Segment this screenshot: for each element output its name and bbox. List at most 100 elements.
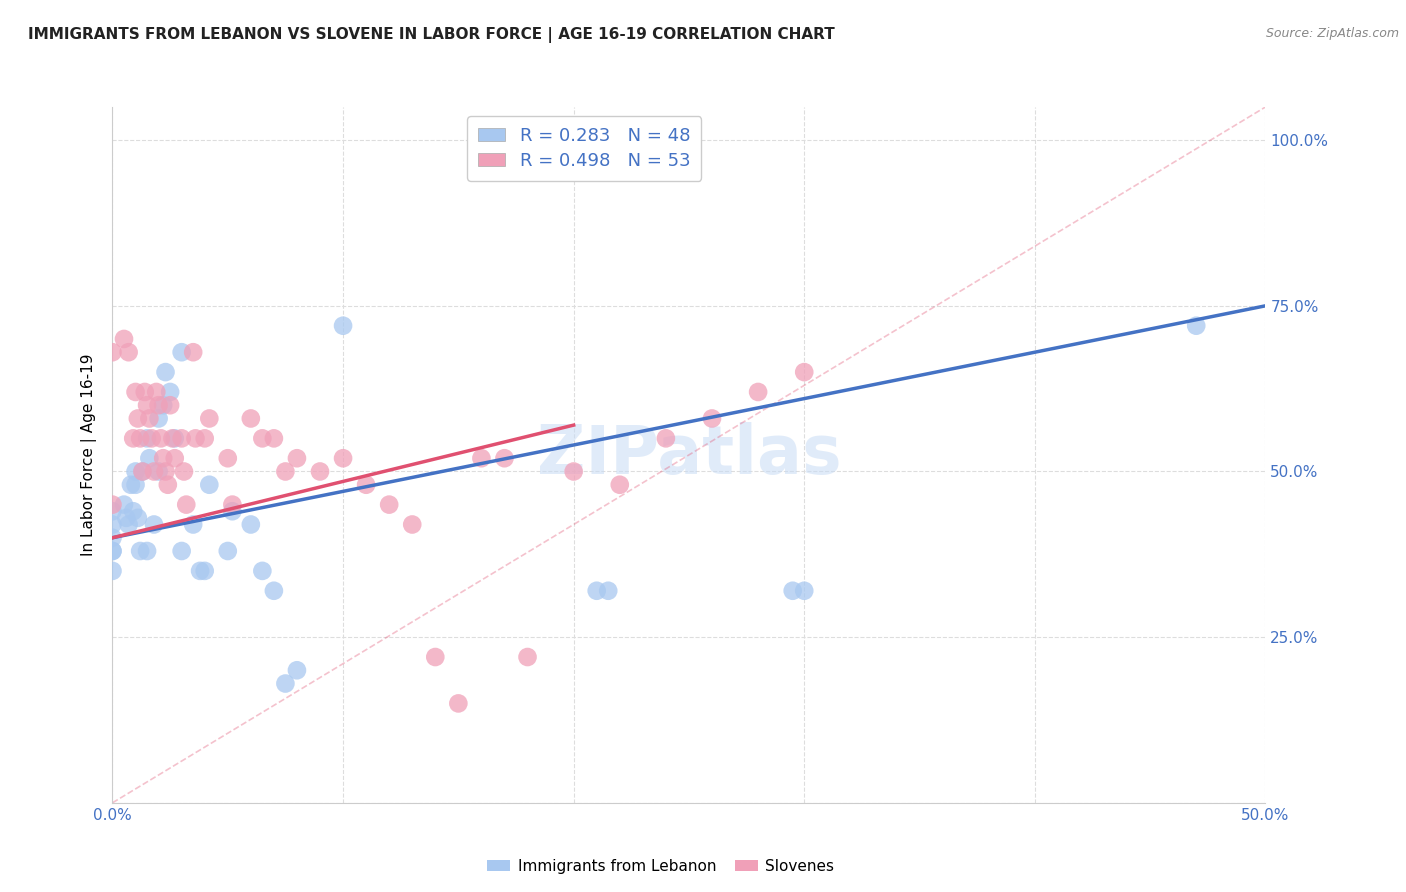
Point xyxy=(181,517,204,532)
Point xyxy=(127,511,149,525)
Point xyxy=(447,697,470,711)
Point xyxy=(129,544,152,558)
Y-axis label: In Labor Force | Age 16-19: In Labor Force | Age 16-19 xyxy=(80,353,97,557)
Point xyxy=(159,384,181,399)
Point xyxy=(181,345,204,359)
Legend: Immigrants from Lebanon, Slovenes: Immigrants from Lebanon, Slovenes xyxy=(481,853,841,880)
Point xyxy=(494,451,516,466)
Point xyxy=(198,477,221,491)
Point xyxy=(145,384,167,399)
Point xyxy=(148,398,170,412)
Point xyxy=(124,465,146,479)
Point xyxy=(198,411,221,425)
Point xyxy=(263,431,285,445)
Point xyxy=(101,345,124,359)
Point xyxy=(112,332,135,346)
Point xyxy=(217,451,239,466)
Point xyxy=(101,517,124,532)
Point xyxy=(124,384,146,399)
Point xyxy=(598,583,620,598)
Point xyxy=(221,498,243,512)
Point xyxy=(700,411,723,425)
Point xyxy=(148,411,170,425)
Point xyxy=(143,465,166,479)
Point xyxy=(170,544,193,558)
Point xyxy=(117,345,139,359)
Point xyxy=(285,663,308,677)
Point xyxy=(122,431,145,445)
Point xyxy=(163,431,186,445)
Point xyxy=(115,511,138,525)
Point xyxy=(354,477,377,491)
Point xyxy=(101,531,124,545)
Point xyxy=(782,583,804,598)
Point xyxy=(1185,318,1208,333)
Point xyxy=(127,411,149,425)
Point xyxy=(793,583,815,598)
Point xyxy=(609,477,631,491)
Point xyxy=(252,431,274,445)
Point xyxy=(793,365,815,379)
Point xyxy=(117,517,139,532)
Point xyxy=(585,583,607,598)
Point xyxy=(332,318,354,333)
Point xyxy=(184,431,207,445)
Point xyxy=(217,544,239,558)
Point xyxy=(274,465,297,479)
Text: ZIPatlas: ZIPatlas xyxy=(537,422,841,488)
Point xyxy=(194,431,217,445)
Point xyxy=(101,498,124,512)
Point xyxy=(174,498,197,512)
Point xyxy=(332,451,354,466)
Point xyxy=(148,465,170,479)
Point xyxy=(170,431,193,445)
Point xyxy=(120,477,142,491)
Point xyxy=(156,477,179,491)
Point xyxy=(159,398,181,412)
Text: Source: ZipAtlas.com: Source: ZipAtlas.com xyxy=(1265,27,1399,40)
Point xyxy=(136,544,159,558)
Point xyxy=(470,451,492,466)
Point xyxy=(162,431,184,445)
Point xyxy=(138,451,160,466)
Point xyxy=(141,431,163,445)
Legend: R = 0.283   N = 48, R = 0.498   N = 53: R = 0.283 N = 48, R = 0.498 N = 53 xyxy=(467,116,702,181)
Point xyxy=(252,564,274,578)
Point xyxy=(129,431,152,445)
Point xyxy=(309,465,332,479)
Point xyxy=(149,431,172,445)
Point xyxy=(170,345,193,359)
Point xyxy=(136,398,159,412)
Point xyxy=(155,465,177,479)
Point xyxy=(152,398,174,412)
Point xyxy=(655,431,678,445)
Point xyxy=(131,465,153,479)
Text: IMMIGRANTS FROM LEBANON VS SLOVENE IN LABOR FORCE | AGE 16-19 CORRELATION CHART: IMMIGRANTS FROM LEBANON VS SLOVENE IN LA… xyxy=(28,27,835,43)
Point xyxy=(124,477,146,491)
Point xyxy=(425,650,447,665)
Point xyxy=(263,583,285,598)
Point xyxy=(131,465,153,479)
Point xyxy=(122,504,145,518)
Point xyxy=(239,411,262,425)
Point xyxy=(173,465,195,479)
Point xyxy=(562,465,585,479)
Point xyxy=(138,411,160,425)
Point xyxy=(188,564,211,578)
Point xyxy=(112,498,135,512)
Point xyxy=(155,365,177,379)
Point xyxy=(143,517,166,532)
Point xyxy=(401,517,423,532)
Point xyxy=(194,564,217,578)
Point xyxy=(101,564,124,578)
Point xyxy=(378,498,401,512)
Point xyxy=(274,676,297,690)
Point xyxy=(136,431,159,445)
Point xyxy=(101,504,124,518)
Point xyxy=(101,544,124,558)
Point xyxy=(134,384,156,399)
Point xyxy=(101,544,124,558)
Point xyxy=(747,384,769,399)
Point xyxy=(239,517,262,532)
Point xyxy=(152,451,174,466)
